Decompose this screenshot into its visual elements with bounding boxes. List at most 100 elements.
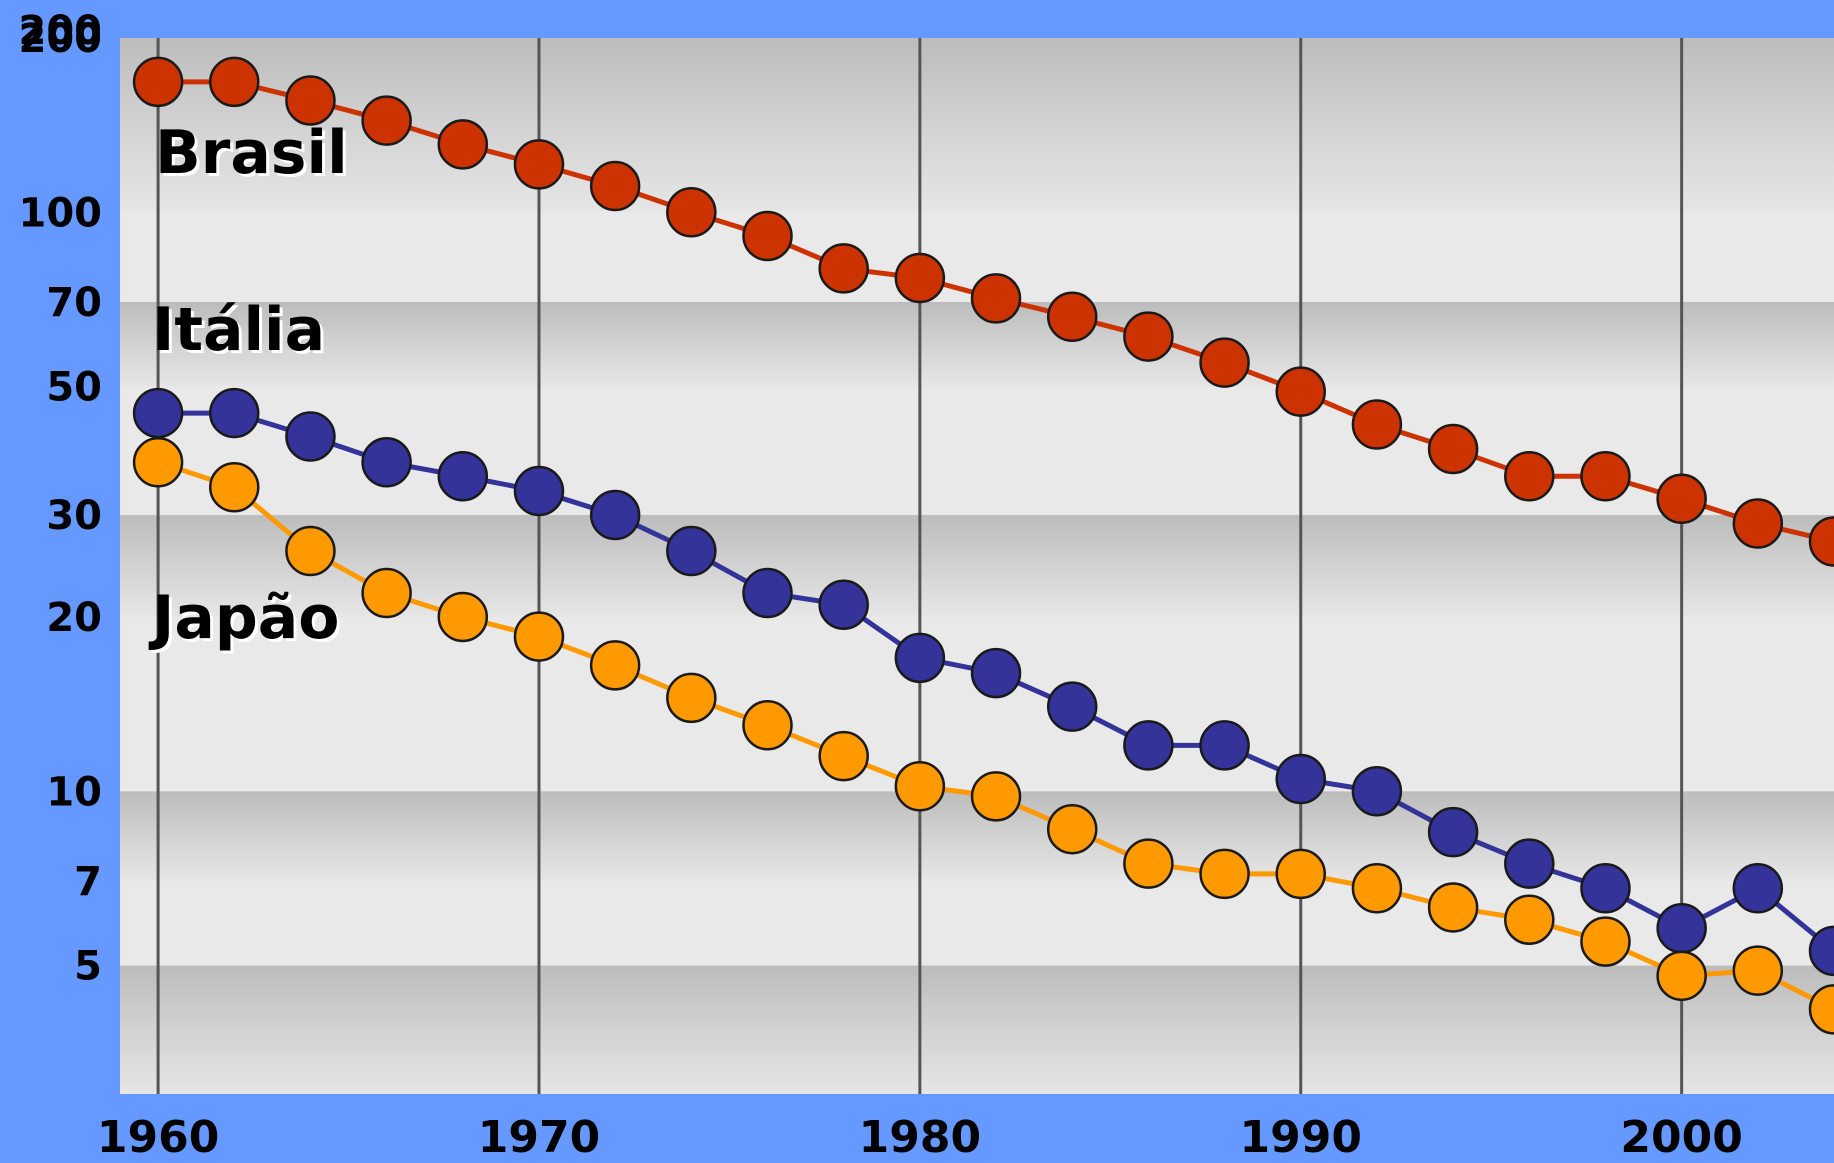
- data-point: [285, 525, 336, 577]
- data-point: [1351, 862, 1403, 914]
- series-label-shadow: Japão: [151, 586, 342, 656]
- series-label: Brasil: [155, 118, 348, 188]
- y-tick-label: 30: [46, 493, 102, 539]
- series-label-shadow: Itália: [155, 298, 328, 368]
- data-point: [589, 160, 641, 212]
- x-tick-label: 1980: [859, 1112, 981, 1159]
- data-point: [1580, 862, 1631, 914]
- data-point: [1580, 916, 1631, 967]
- grid-band: [120, 301, 1834, 387]
- data-point: [1351, 766, 1403, 817]
- data-point: [894, 761, 946, 812]
- series-layer: [132, 56, 1834, 1035]
- data-point: [894, 252, 946, 304]
- data-point: [818, 243, 869, 294]
- y-tick-label: 70: [46, 280, 102, 326]
- data-point: [132, 56, 184, 108]
- data-point: [132, 387, 184, 439]
- data-point: [1580, 451, 1631, 502]
- y-tick-label: 5: [74, 944, 102, 990]
- data-point: [894, 632, 946, 684]
- data-point: [1275, 753, 1327, 805]
- series-label: Itália: [152, 295, 325, 365]
- data-point: [666, 525, 717, 577]
- data-point: [513, 465, 565, 517]
- data-point: [1656, 473, 1707, 525]
- data-point: [437, 119, 489, 170]
- data-point: [437, 451, 489, 502]
- data-point: [1504, 838, 1555, 889]
- data-point: [1427, 423, 1479, 475]
- data-point: [666, 672, 717, 724]
- data-point: [970, 273, 1022, 324]
- data-point: [513, 611, 565, 662]
- series-label-shadow: Brasil: [158, 121, 351, 191]
- data-point: [742, 567, 793, 619]
- data-point: [1808, 925, 1834, 977]
- x-tick-label: 1960: [97, 1112, 219, 1159]
- x-tick-label: 1970: [478, 1112, 600, 1159]
- data-point: [1732, 945, 1784, 996]
- data-point: [589, 489, 641, 541]
- data-point: [1046, 803, 1098, 855]
- data-point: [285, 75, 336, 126]
- data-point: [742, 210, 793, 262]
- data-point: [970, 771, 1022, 822]
- data-point: [1732, 862, 1784, 914]
- x-tick-label: 2000: [1620, 1112, 1742, 1159]
- data-point: [1123, 838, 1174, 889]
- data-point: [132, 437, 184, 488]
- data-point: [1504, 894, 1555, 945]
- data-point: [818, 730, 869, 782]
- y-tick-label: 200: [19, 8, 103, 54]
- data-point: [1656, 950, 1707, 1002]
- series-label: Japão: [148, 583, 339, 653]
- plot-background: [120, 38, 1834, 1094]
- data-point: [1427, 806, 1479, 858]
- y-tick-label: 50: [46, 365, 102, 411]
- data-point: [209, 56, 260, 108]
- data-point: [361, 437, 412, 488]
- grid-band: [120, 965, 1834, 1094]
- y-tick-label: 7: [74, 859, 102, 905]
- x-tick-label: 1990: [1240, 1112, 1362, 1159]
- data-point: [209, 387, 260, 439]
- series-3: [132, 437, 1834, 1035]
- data-point: [437, 591, 489, 643]
- data-point: [361, 567, 412, 619]
- data-point: [1199, 720, 1250, 771]
- data-point: [1351, 399, 1403, 450]
- data-point: [1275, 848, 1327, 900]
- data-point: [1123, 720, 1174, 771]
- data-point: [1275, 366, 1327, 417]
- data-point: [1808, 516, 1834, 567]
- data-point: [970, 647, 1022, 699]
- data-point: [513, 139, 565, 190]
- data-point: [1199, 848, 1250, 900]
- data-point: [1199, 337, 1250, 388]
- data-point: [1046, 681, 1098, 732]
- data-point: [742, 700, 793, 751]
- data-point: [361, 95, 412, 146]
- data-point: [1656, 902, 1707, 954]
- y-tick-label: 20: [46, 595, 102, 641]
- data-point: [589, 640, 641, 691]
- data-point: [285, 411, 336, 462]
- data-point: [1427, 882, 1479, 933]
- y-tick-label: 100: [19, 190, 103, 236]
- data-point: [1504, 451, 1555, 502]
- data-point: [1808, 984, 1834, 1035]
- grid-band: [120, 880, 1834, 966]
- series-1: [132, 56, 1834, 567]
- y-tick-label: 10: [46, 769, 102, 815]
- data-point: [209, 462, 260, 513]
- data-point: [818, 579, 869, 630]
- data-point: [1732, 498, 1784, 549]
- y-tick-label: 200: [19, 16, 103, 62]
- data-point: [1046, 291, 1098, 343]
- data-point: [666, 187, 717, 238]
